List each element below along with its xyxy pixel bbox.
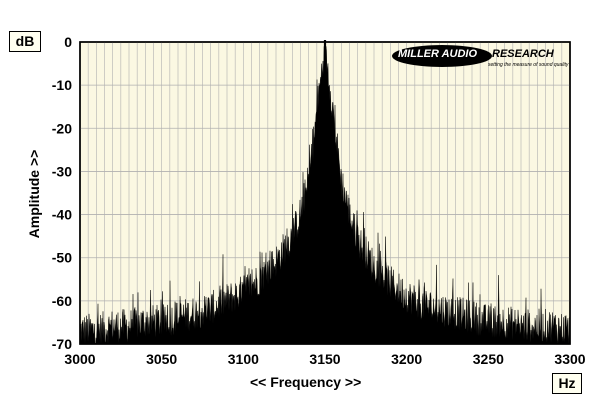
x-tick-label: 3000: [64, 351, 95, 367]
logo-tagline: setting the measure of sound quality: [488, 62, 569, 68]
y-tick-label: -70: [52, 336, 72, 352]
y-axis-title: Amplitude >>: [26, 149, 42, 239]
x-unit-label: Hz: [552, 373, 582, 394]
y-tick-label: -60: [52, 293, 72, 309]
x-tick-label: 3050: [146, 351, 177, 367]
x-tick-label: 3250: [473, 351, 504, 367]
grid-lines: [80, 42, 570, 344]
x-tick-label: 3300: [554, 351, 585, 367]
miller-audio-logo: MILLER AUDIO RESEARCH setting the measur…: [392, 43, 572, 73]
logo-text-black: RESEARCH: [492, 48, 554, 60]
y-tick-label: -20: [52, 120, 72, 136]
logo-text-white: MILLER AUDIO: [398, 48, 478, 60]
series-group: [79, 40, 571, 345]
tick-labels: 3000 3050 3100 3150 3200 3250 3300 0 -10 -20 -30 -4…: [52, 34, 586, 367]
x-axis-title: << Frequency >>: [250, 374, 362, 390]
x-tick-label: 3100: [228, 351, 259, 367]
y-tick-label: -40: [52, 207, 72, 223]
y-unit-label: dB: [9, 31, 41, 52]
y-tick-label: -30: [52, 163, 72, 179]
logo-pill: [392, 45, 492, 67]
plot-frame: [79, 41, 571, 345]
x-tick-label: 3150: [309, 351, 340, 367]
x-tick-label: 3200: [391, 351, 422, 367]
y-tick-label: -10: [52, 77, 72, 93]
y-tick-label: -50: [52, 250, 72, 266]
y-tick-label: 0: [64, 34, 72, 50]
